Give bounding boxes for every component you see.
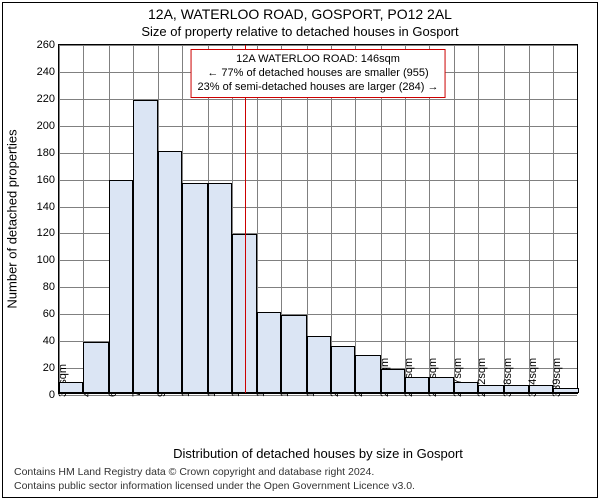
histogram-bar <box>59 382 83 393</box>
gridline-v <box>529 45 530 393</box>
chart-title: 12A, WATERLOO ROAD, GOSPORT, PO12 2AL <box>0 6 600 22</box>
annotation-line-3: 23% of semi-detached houses are larger (… <box>198 81 439 95</box>
footer-line-1: Contains HM Land Registry data © Crown c… <box>14 466 415 480</box>
footer-attribution: Contains HM Land Registry data © Crown c… <box>14 466 415 493</box>
gridline-v <box>478 45 479 393</box>
gridline-v <box>553 45 554 393</box>
annotation-line-1: 12A WATERLOO ROAD: 146sqm <box>198 53 439 67</box>
histogram-bar <box>381 369 405 393</box>
histogram-bar <box>158 151 182 393</box>
ytick-label: 40 <box>43 335 59 347</box>
ytick-label: 220 <box>37 93 59 105</box>
histogram-bar <box>355 355 381 393</box>
histogram-bar <box>257 312 281 393</box>
gridline-v <box>454 45 455 393</box>
histogram-bar <box>504 385 530 393</box>
histogram-bar <box>307 336 331 393</box>
ytick-label: 160 <box>37 174 59 186</box>
gridline-h <box>59 45 577 46</box>
ytick-label: 60 <box>43 308 59 320</box>
annotation-box: 12A WATERLOO ROAD: 146sqm← 77% of detach… <box>191 49 446 98</box>
histogram-bar <box>331 346 355 393</box>
gridline-v <box>504 45 505 393</box>
plot-area: 02040608010012014016018020022024026030sq… <box>58 44 578 394</box>
chart-subtitle: Size of property relative to detached ho… <box>0 24 600 39</box>
ytick-label: 120 <box>37 227 59 239</box>
gridline-v <box>83 45 84 393</box>
annotation-line-2: ← 77% of detached houses are smaller (95… <box>198 67 439 81</box>
footer-line-2: Contains public sector information licen… <box>14 480 415 494</box>
histogram-bar <box>281 315 307 393</box>
histogram-bar <box>182 183 208 393</box>
ytick-label: 200 <box>37 120 59 132</box>
histogram-bar <box>454 382 478 393</box>
histogram-bar <box>208 183 232 393</box>
histogram-bar <box>429 377 455 393</box>
ytick-label: 180 <box>37 147 59 159</box>
histogram-bar <box>83 342 109 393</box>
ytick-label: 140 <box>37 201 59 213</box>
histogram-bar <box>529 385 553 393</box>
histogram-bar <box>478 385 504 393</box>
histogram-bar <box>553 388 579 393</box>
chart-container: 12A, WATERLOO ROAD, GOSPORT, PO12 2AL Si… <box>0 0 600 500</box>
ytick-label: 80 <box>43 281 59 293</box>
histogram-bar <box>133 100 159 393</box>
ytick-label: 100 <box>37 254 59 266</box>
histogram-bar <box>109 180 133 393</box>
y-axis-label: Number of detached properties <box>5 129 20 308</box>
ytick-label: 240 <box>37 66 59 78</box>
histogram-bar <box>405 377 429 393</box>
x-axis-label: Distribution of detached houses by size … <box>58 446 578 461</box>
ytick-label: 260 <box>37 39 59 51</box>
gridline-v <box>59 45 60 393</box>
